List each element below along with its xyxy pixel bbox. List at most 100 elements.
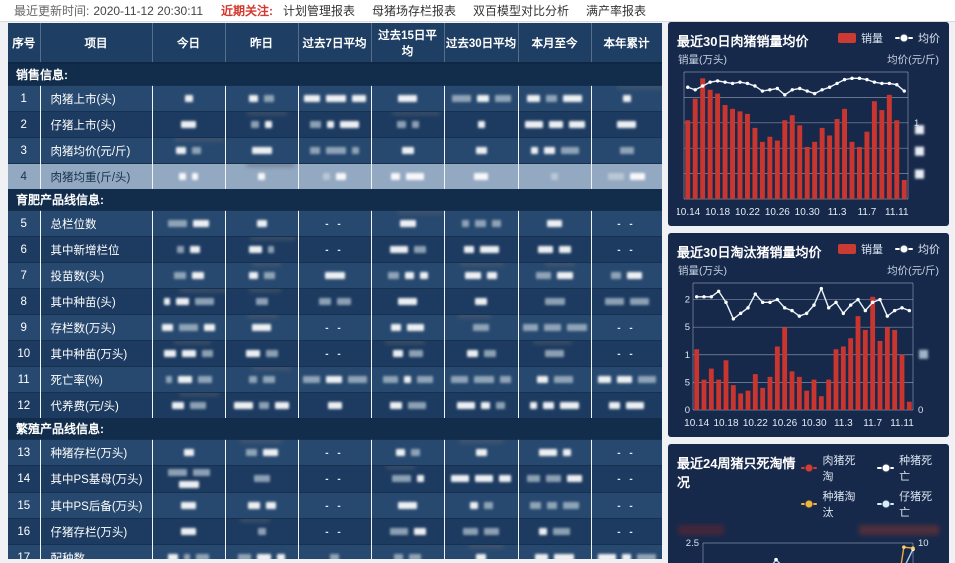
legend-item-均价[interactable]: 均价: [895, 241, 940, 257]
svg-text:10.30: 10.30: [795, 207, 820, 218]
legend-item-销量[interactable]: 销量: [838, 241, 883, 257]
cell-row-number: 1: [8, 85, 41, 112]
chart-card-pig-sales: 最近30日肉猪销量均价 销量 均价 销量(万头) 均价(元/斤) 1 10.14 10…: [668, 22, 949, 226]
cell-value-redacted: [518, 314, 592, 341]
table-row[interactable]: 4 肉猪均重(斤/头): [8, 163, 662, 189]
legend-label: 种猪死亡: [899, 455, 933, 483]
cell-value-redacted: [225, 314, 299, 341]
cell-value-redacted: [371, 210, 445, 237]
cell-value-redacted: [518, 492, 592, 519]
column-header[interactable]: 本年累计: [591, 23, 662, 64]
report-table-panel: 序号 项目 今日 昨日 过去7日平均 过去15日平均 过去30日平均 本月至今 本年累计 销售信…: [8, 23, 662, 559]
legend-label: 销量: [861, 33, 883, 45]
cell-value-redacted: [591, 392, 662, 418]
cell-value-redacted: [591, 366, 662, 393]
cell-row-number: 17: [8, 544, 41, 559]
table-row[interactable]: 5 总栏位数 - - - -: [8, 210, 662, 237]
legend-marker-icon: [877, 463, 895, 473]
chart-title: 最近30日肉猪销量均价: [677, 34, 809, 49]
cell-value-redacted: - -: [591, 518, 662, 545]
table-row[interactable]: 10 其中种苗(万头) - - - -: [8, 340, 662, 367]
legend-item-种猪淘汰[interactable]: 种猪淘汰: [800, 488, 864, 520]
cell-value-redacted: - -: [298, 492, 372, 519]
chart-legend: 销量 均价: [838, 241, 940, 257]
link-sow-farm-report[interactable]: 母猪场存栏报表: [372, 4, 457, 18]
table-row[interactable]: 14 其中PS基母(万头) - - - -: [8, 465, 662, 493]
legend-item-肉猪死淘[interactable]: 肉猪死淘: [800, 452, 864, 484]
cell-value-redacted: [152, 544, 226, 559]
svg-text:10.22: 10.22: [735, 207, 760, 218]
cell-value-redacted: [444, 366, 519, 393]
cell-value-redacted: - -: [298, 340, 372, 367]
table-row[interactable]: 17 配种数: [8, 544, 662, 559]
svg-text:10.18: 10.18: [713, 418, 738, 429]
legend-item-仔猪死亡[interactable]: 仔猪死亡: [877, 488, 940, 520]
y-left-axis-label: 销量(万头): [678, 265, 727, 277]
cell-value-redacted: [518, 544, 592, 559]
table-row[interactable]: 2 仔猪上市(头): [8, 111, 662, 138]
svg-text:10.26: 10.26: [772, 418, 797, 429]
report-table: 序号 项目 今日 昨日 过去7日平均 过去15日平均 过去30日平均 本月至今 本年累计 销售信…: [8, 23, 662, 559]
column-header[interactable]: 过去15日平均: [371, 23, 445, 64]
cell-value-redacted: [444, 288, 519, 315]
cell-value-redacted: [225, 137, 299, 164]
cell-row-number: 14: [8, 465, 41, 493]
legend-marker-icon: [838, 244, 856, 254]
cell-value-redacted: - -: [591, 465, 662, 493]
table-row[interactable]: 3 肉猪均价(元/斤): [8, 137, 662, 164]
column-header[interactable]: 本月至今: [518, 23, 592, 64]
column-header[interactable]: 序号: [8, 23, 41, 64]
cell-item-name: 肉猪均价(元/斤): [40, 137, 153, 164]
cell-value-redacted: [152, 439, 226, 466]
table-row[interactable]: 8 其中种苗(头): [8, 288, 662, 315]
table-row[interactable]: 15 其中PS后备(万头) - - - -: [8, 492, 662, 519]
section-label: 育肥产品线信息:: [8, 189, 662, 211]
table-row[interactable]: 12 代养费(元/头): [8, 392, 662, 418]
column-header[interactable]: 过去30日平均: [444, 23, 519, 64]
link-capacity-report[interactable]: 满产率报表: [586, 4, 647, 18]
svg-text:5: 5: [685, 322, 690, 333]
table-row[interactable]: 9 存栏数(万头) - - - -: [8, 314, 662, 341]
cell-row-number: 10: [8, 340, 41, 367]
cell-row-number: 6: [8, 236, 41, 263]
legend-item-种猪死亡[interactable]: 种猪死亡: [877, 452, 940, 484]
legend-item-销量[interactable]: 销量: [838, 30, 883, 46]
legend-marker-icon: [895, 244, 913, 254]
cell-value-redacted: [225, 85, 299, 112]
cell-value-redacted: [225, 236, 299, 263]
cell-row-number: 12: [8, 392, 41, 418]
column-header[interactable]: 昨日: [225, 23, 299, 64]
column-header[interactable]: 过去7日平均: [298, 23, 372, 64]
legend-marker-icon: [877, 499, 895, 509]
table-row[interactable]: 7 投苗数(头): [8, 262, 662, 289]
column-header[interactable]: 今日: [152, 23, 226, 64]
table-row[interactable]: 1 肉猪上市(头): [8, 85, 662, 112]
cell-item-name: 其中PS后备(万头): [40, 492, 153, 519]
cell-value-redacted: [591, 137, 662, 164]
cell-value-redacted: [225, 518, 299, 545]
cell-value-redacted: - -: [298, 439, 372, 466]
updated-label: 最近更新时间:: [14, 4, 90, 18]
cell-item-name: 总栏位数: [40, 210, 153, 237]
link-model-compare[interactable]: 双百模型对比分析: [473, 4, 570, 18]
cell-value-redacted: [152, 465, 226, 493]
cell-value-redacted: - -: [591, 439, 662, 466]
link-plan-report[interactable]: 计划管理报表: [283, 4, 356, 18]
cell-value-redacted: [152, 492, 226, 519]
table-row[interactable]: 11 死亡率(%): [8, 366, 662, 393]
cell-value-redacted: [225, 340, 299, 367]
legend-label: 均价: [918, 33, 940, 45]
cell-value-redacted: [371, 314, 445, 341]
cell-value-redacted: [591, 288, 662, 315]
cell-value-redacted: [298, 288, 372, 315]
table-row[interactable]: 6 其中新增栏位 - - - -: [8, 236, 662, 263]
legend-label: 均价: [918, 244, 940, 256]
svg-text:11.11: 11.11: [885, 207, 909, 218]
table-row[interactable]: 13 种猪存栏(万头) - - - -: [8, 439, 662, 466]
legend-label: 销量: [861, 244, 883, 256]
column-header[interactable]: 项目: [40, 23, 153, 64]
legend-item-均价[interactable]: 均价: [895, 30, 940, 46]
table-row[interactable]: 16 仔猪存栏(万头) - - - -: [8, 518, 662, 545]
cell-value-redacted: [152, 163, 226, 189]
cell-value-redacted: [225, 439, 299, 466]
